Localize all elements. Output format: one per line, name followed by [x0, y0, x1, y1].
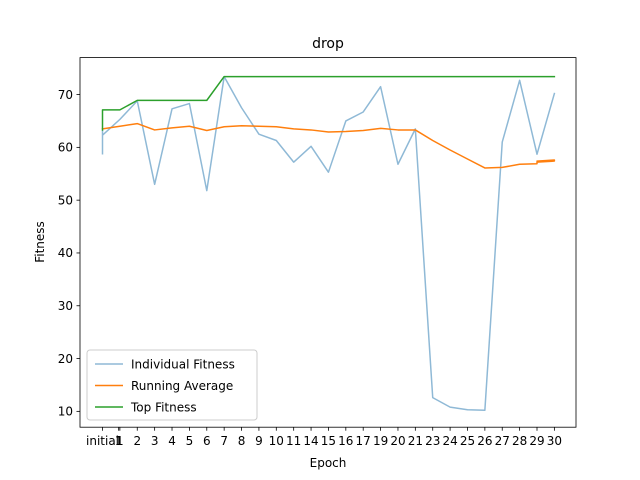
x-tick-label: 7	[220, 434, 228, 448]
x-axis-label: Epoch	[310, 456, 347, 470]
series-line-running-average	[101, 122, 556, 169]
x-tick-label: 21	[408, 434, 423, 448]
y-axis-label: Fitness	[33, 221, 47, 263]
x-tick-label: 16	[338, 434, 353, 448]
x-tick-label: 23	[425, 434, 440, 448]
x-tick-label: 11	[286, 434, 301, 448]
x-tick-label: 28	[512, 434, 527, 448]
legend-label: Individual Fitness	[131, 358, 235, 372]
y-tick-label: 30	[58, 299, 73, 313]
x-tick-label: 24	[442, 434, 457, 448]
legend-label: Running Average	[131, 379, 233, 393]
legend: Individual Fitness Running Average Top Fit…	[86, 349, 258, 421]
y-tick-label: 20	[58, 352, 73, 366]
x-tick-label: 9	[255, 434, 263, 448]
y-axis-ticks: 10 20 30 40 50 60 70	[58, 88, 80, 419]
x-tick-label: 2	[133, 434, 141, 448]
y-tick-label: 40	[58, 246, 73, 260]
x-tick-label: 10	[269, 434, 284, 448]
x-tick-label: initial	[86, 434, 119, 448]
x-tick-label: 25	[460, 434, 475, 448]
x-tick-label: 17	[356, 434, 371, 448]
x-tick-label: 26	[477, 434, 492, 448]
plot-frame	[79, 57, 577, 428]
y-tick-label: 60	[58, 141, 73, 155]
x-tick-label: 3	[151, 434, 159, 448]
legend-box	[86, 349, 258, 421]
x-tick-label: 4	[168, 434, 176, 448]
series-line-individual-fitness	[101, 75, 556, 412]
x-tick-label: 27	[495, 434, 510, 448]
chart-title: drop	[312, 36, 344, 52]
x-tick-label: 15	[321, 434, 336, 448]
x-tick-label: 29	[529, 434, 544, 448]
y-tick-label: 10	[58, 405, 73, 419]
x-tick-label: 6	[203, 434, 211, 448]
x-tick-label: 1	[115, 434, 123, 448]
series-line-top-fitness	[101, 75, 556, 131]
x-tick-label: 5	[186, 434, 194, 448]
y-tick-label: 50	[58, 193, 73, 207]
x-tick-label: 8	[238, 434, 246, 448]
x-tick-label: 30	[547, 434, 562, 448]
x-tick-label: 20	[390, 434, 405, 448]
legend-label: Top Fitness	[130, 401, 197, 415]
y-tick-label: 70	[58, 88, 73, 102]
plot-lines	[101, 75, 556, 412]
x-tick-label: 19	[373, 434, 388, 448]
x-tick-label: 1	[116, 434, 124, 448]
x-tick-label: 14	[303, 434, 318, 448]
